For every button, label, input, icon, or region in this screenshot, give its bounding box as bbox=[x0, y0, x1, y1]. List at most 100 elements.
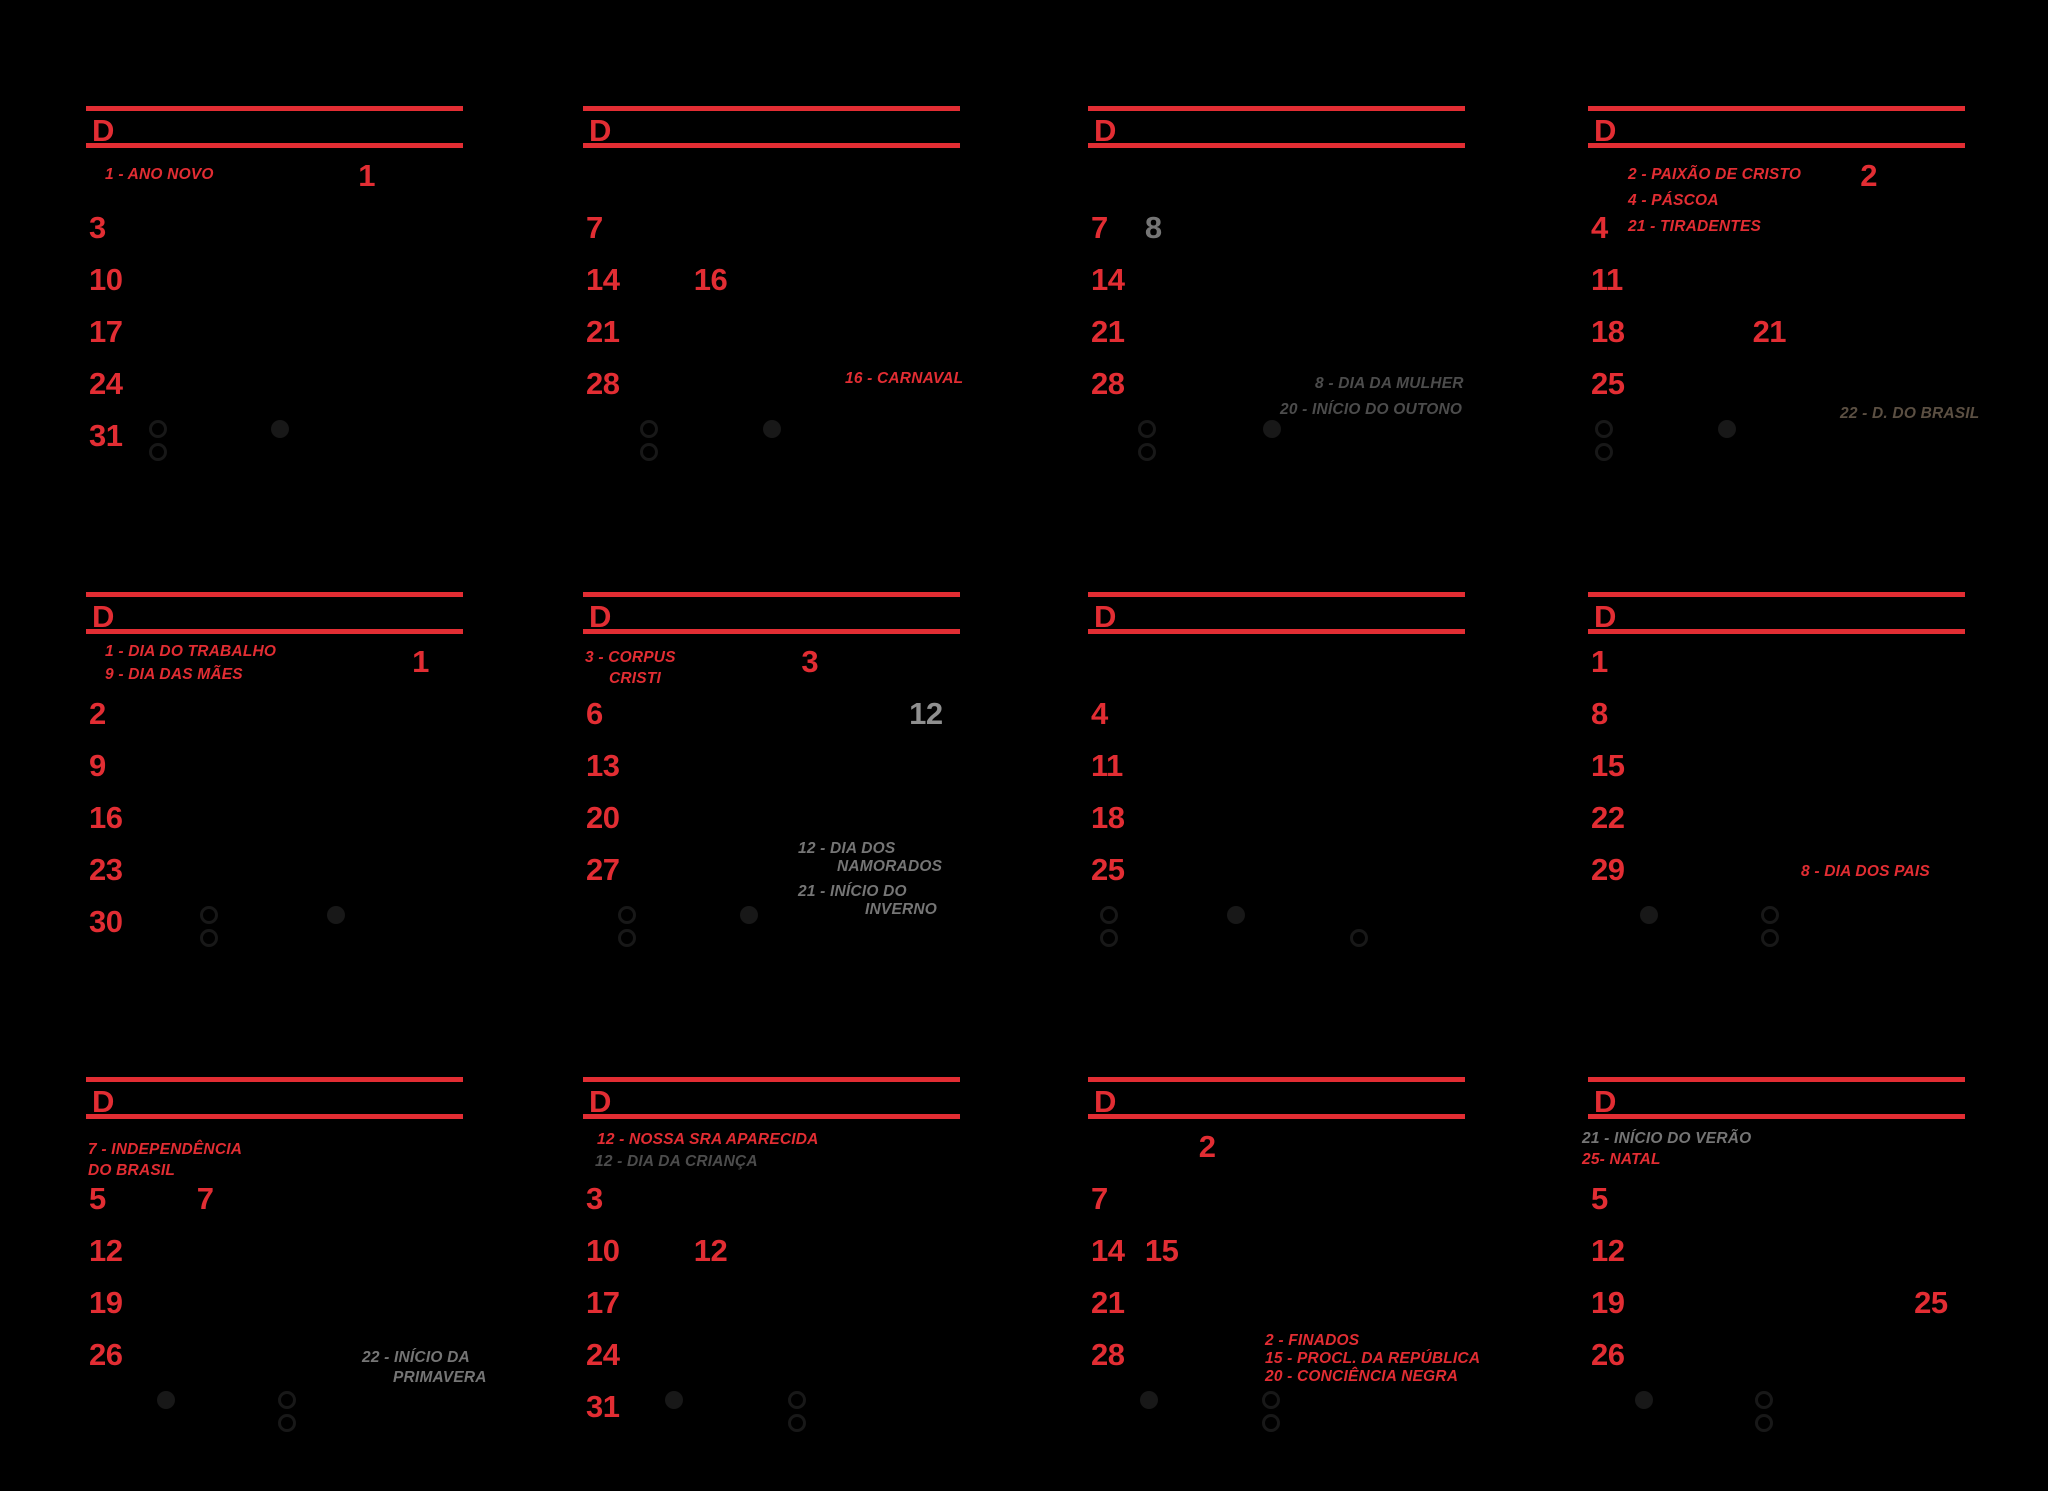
month-header-rule-top bbox=[583, 592, 960, 597]
moon-phase-full-icon bbox=[1640, 906, 1658, 924]
day-number: 29 bbox=[1591, 852, 1625, 887]
day-number: 1 bbox=[358, 158, 376, 193]
moon-phase-outline-icon bbox=[278, 1414, 296, 1432]
weekday-header-sunday: D bbox=[1094, 599, 1117, 634]
month-header-rule-bottom bbox=[1088, 1114, 1465, 1119]
day-number: 16 bbox=[89, 800, 123, 835]
day-number: 11 bbox=[1091, 748, 1123, 783]
moon-phase-outline-icon bbox=[618, 906, 636, 924]
holiday-note: 8 - DIA DA MULHER bbox=[1315, 375, 1464, 392]
day-number: 15 bbox=[1144, 1233, 1179, 1268]
day-number: 9 bbox=[89, 748, 106, 783]
month-header-rule-top bbox=[583, 106, 960, 111]
month-header-rule-top bbox=[583, 1077, 960, 1082]
moon-phase-outline-icon bbox=[200, 929, 218, 947]
holiday-note: 3 - CORPUS bbox=[585, 649, 676, 666]
day-number: 17 bbox=[586, 1285, 620, 1320]
month-header-rule-bottom bbox=[86, 1114, 463, 1119]
day-number: 27 bbox=[586, 852, 620, 887]
day-number: 8 bbox=[1591, 696, 1608, 731]
moon-phase-full-icon bbox=[327, 906, 345, 924]
day-number: 24 bbox=[89, 366, 123, 401]
day-number: 12 bbox=[1591, 1233, 1625, 1268]
day-number: 16 bbox=[693, 262, 728, 297]
weekday-header-sunday: D bbox=[1094, 1084, 1117, 1119]
month-header-rule-bottom bbox=[583, 1114, 960, 1119]
holiday-note: 9 - DIA DAS MÃES bbox=[105, 666, 243, 683]
moon-phase-outline-icon bbox=[640, 443, 658, 461]
day-number: 28 bbox=[1091, 366, 1125, 401]
moon-phase-outline-icon bbox=[1350, 929, 1368, 947]
day-number: 15 bbox=[1591, 748, 1625, 783]
day-number: 1 bbox=[1591, 644, 1608, 679]
day-number: 21 bbox=[1091, 1285, 1125, 1320]
holiday-note: CRISTI bbox=[609, 670, 662, 687]
moon-phase-full-icon bbox=[1263, 420, 1281, 438]
moon-phase-outline-icon bbox=[149, 443, 167, 461]
holiday-note: 7 - INDEPENDÊNCIA bbox=[88, 1141, 243, 1158]
month-header-rule-bottom bbox=[1588, 1114, 1965, 1119]
weekday-header-sunday: D bbox=[589, 599, 612, 634]
day-number: 22 bbox=[1591, 800, 1625, 835]
holiday-note: 21 - INÍCIO DO bbox=[798, 883, 907, 900]
day-number: 3 bbox=[89, 210, 106, 245]
weekday-header-sunday: D bbox=[589, 1084, 612, 1119]
holiday-note: 16 - CARNAVAL bbox=[845, 370, 964, 387]
day-number: 31 bbox=[586, 1389, 620, 1424]
month-header-rule-top bbox=[86, 106, 463, 111]
day-number: 5 bbox=[1591, 1181, 1608, 1216]
day-number: 21 bbox=[1752, 314, 1787, 349]
day-number: 2 bbox=[1198, 1129, 1216, 1164]
holiday-note: INVERNO bbox=[865, 901, 938, 918]
holiday-note: 21 - TIRADENTES bbox=[1628, 218, 1762, 235]
holiday-note: 20 - CONCIÊNCIA NEGRA bbox=[1265, 1368, 1459, 1385]
day-number: 28 bbox=[1091, 1337, 1125, 1372]
holiday-note: 2 - FINADOS bbox=[1265, 1332, 1360, 1349]
day-number: 14 bbox=[1091, 1233, 1125, 1268]
month-header-rule-top bbox=[1588, 1077, 1965, 1082]
month-header-rule-bottom bbox=[583, 629, 960, 634]
day-number: 4 bbox=[1591, 210, 1608, 245]
day-number: 25 bbox=[1914, 1285, 1948, 1320]
holiday-note: 12 - NOSSA SRA APARECIDA bbox=[597, 1131, 819, 1148]
month-header-rule-top bbox=[1088, 1077, 1465, 1082]
weekday-header-sunday: D bbox=[92, 113, 115, 148]
day-number: 6 bbox=[586, 696, 603, 731]
moon-phase-outline-icon bbox=[1761, 906, 1779, 924]
moon-phase-outline-icon bbox=[1761, 929, 1779, 947]
moon-phase-outline-icon bbox=[1755, 1414, 1773, 1432]
day-number: 7 bbox=[196, 1181, 214, 1216]
moon-phase-outline-icon bbox=[1138, 420, 1156, 438]
holiday-note: 22 - INÍCIO DA bbox=[362, 1349, 470, 1366]
holiday-note: 2 - PAIXÃO DE CRISTO bbox=[1628, 166, 1802, 183]
month-header-rule-bottom bbox=[86, 629, 463, 634]
day-number: 26 bbox=[89, 1337, 123, 1372]
month-header-rule-bottom bbox=[86, 143, 463, 148]
moon-phase-outline-icon bbox=[1138, 443, 1156, 461]
day-number: 31 bbox=[89, 418, 123, 453]
day-number: 25 bbox=[1091, 852, 1125, 887]
day-number: 18 bbox=[1091, 800, 1125, 835]
day-number: 4 bbox=[1091, 696, 1108, 731]
month-header-rule-top bbox=[86, 1077, 463, 1082]
holiday-note: 22 - D. DO BRASIL bbox=[1840, 405, 1980, 422]
weekday-header-sunday: D bbox=[92, 1084, 115, 1119]
day-number: 1 bbox=[412, 644, 429, 679]
moon-phase-outline-icon bbox=[1595, 420, 1613, 438]
moon-phase-full-icon bbox=[157, 1391, 175, 1409]
weekday-header-sunday: D bbox=[589, 113, 612, 148]
day-number: 30 bbox=[89, 904, 123, 939]
weekday-header-sunday: D bbox=[1594, 113, 1617, 148]
moon-phase-outline-icon bbox=[788, 1391, 806, 1409]
holiday-note: 12 - DIA DA CRIANÇA bbox=[595, 1153, 758, 1170]
holiday-note: 20 - INÍCIO DO OUTONO bbox=[1280, 401, 1463, 418]
day-number: 26 bbox=[1591, 1337, 1625, 1372]
weekday-header-sunday: D bbox=[1094, 113, 1117, 148]
holiday-note: DO BRASIL bbox=[88, 1162, 176, 1179]
moon-phase-outline-icon bbox=[1595, 443, 1613, 461]
holiday-note: 1 - ANO NOVO bbox=[105, 166, 214, 183]
day-number: 23 bbox=[89, 852, 123, 887]
day-number: 12 bbox=[909, 696, 943, 731]
moon-phase-full-icon bbox=[665, 1391, 683, 1409]
